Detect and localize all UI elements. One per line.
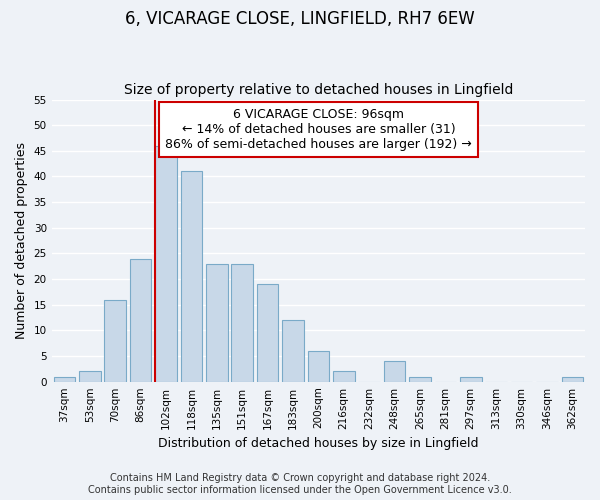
Bar xyxy=(104,300,126,382)
Bar xyxy=(257,284,278,382)
Bar xyxy=(130,258,151,382)
X-axis label: Distribution of detached houses by size in Lingfield: Distribution of detached houses by size … xyxy=(158,437,479,450)
Bar xyxy=(181,172,202,382)
Bar xyxy=(232,264,253,382)
Bar xyxy=(308,351,329,382)
Bar xyxy=(409,376,431,382)
Y-axis label: Number of detached properties: Number of detached properties xyxy=(15,142,28,339)
Text: 6 VICARAGE CLOSE: 96sqm
← 14% of detached houses are smaller (31)
86% of semi-de: 6 VICARAGE CLOSE: 96sqm ← 14% of detache… xyxy=(165,108,472,151)
Bar xyxy=(79,372,101,382)
Bar xyxy=(53,376,75,382)
Bar xyxy=(384,361,406,382)
Bar xyxy=(282,320,304,382)
Bar xyxy=(155,146,177,382)
Title: Size of property relative to detached houses in Lingfield: Size of property relative to detached ho… xyxy=(124,83,513,97)
Text: Contains HM Land Registry data © Crown copyright and database right 2024.
Contai: Contains HM Land Registry data © Crown c… xyxy=(88,474,512,495)
Bar xyxy=(206,264,227,382)
Bar xyxy=(562,376,583,382)
Text: 6, VICARAGE CLOSE, LINGFIELD, RH7 6EW: 6, VICARAGE CLOSE, LINGFIELD, RH7 6EW xyxy=(125,10,475,28)
Bar xyxy=(333,372,355,382)
Bar xyxy=(460,376,482,382)
